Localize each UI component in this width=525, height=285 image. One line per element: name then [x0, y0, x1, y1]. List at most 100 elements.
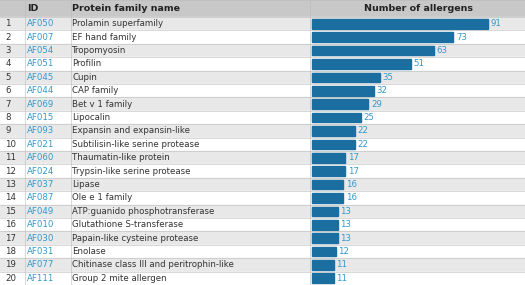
Text: 18: 18 — [5, 247, 16, 256]
Text: Group 2 mite allergen: Group 2 mite allergen — [72, 274, 167, 283]
Bar — [312, 19, 488, 29]
Bar — [0, 231, 525, 245]
Text: AF024: AF024 — [27, 167, 55, 176]
Text: Enolase: Enolase — [72, 247, 106, 256]
Text: AF021: AF021 — [27, 140, 55, 149]
Bar — [312, 99, 369, 109]
Text: 11: 11 — [5, 153, 16, 162]
Text: AF111: AF111 — [27, 274, 55, 283]
Bar — [312, 274, 333, 283]
Text: Papain-like cysteine protease: Papain-like cysteine protease — [72, 234, 199, 243]
Bar — [0, 111, 525, 124]
Text: AF069: AF069 — [27, 100, 55, 109]
Text: Tropomyosin: Tropomyosin — [72, 46, 127, 55]
Text: 17: 17 — [5, 234, 16, 243]
Text: 16: 16 — [5, 220, 16, 229]
Bar — [312, 140, 355, 149]
Text: AF050: AF050 — [27, 19, 55, 28]
Text: AF087: AF087 — [27, 194, 55, 202]
Text: 3: 3 — [5, 46, 10, 55]
Bar — [312, 73, 380, 82]
Text: 15: 15 — [5, 207, 16, 216]
Text: AF051: AF051 — [27, 60, 55, 68]
Text: Glutathione S-transferase: Glutathione S-transferase — [72, 220, 184, 229]
Text: 12: 12 — [5, 167, 16, 176]
Bar — [312, 113, 361, 122]
Text: 16: 16 — [346, 194, 357, 202]
Text: EF hand family: EF hand family — [72, 33, 137, 42]
Bar — [312, 59, 411, 69]
Text: Bet v 1 family: Bet v 1 family — [72, 100, 133, 109]
Text: AF015: AF015 — [27, 113, 55, 122]
Bar — [312, 260, 333, 270]
Text: 7: 7 — [5, 100, 10, 109]
Text: 29: 29 — [371, 100, 382, 109]
Text: 9: 9 — [5, 127, 10, 135]
Text: AF044: AF044 — [27, 86, 55, 95]
Bar — [312, 247, 335, 256]
Text: 19: 19 — [5, 260, 16, 269]
Text: 22: 22 — [358, 127, 369, 135]
Bar — [312, 46, 434, 55]
Text: 6: 6 — [5, 86, 10, 95]
Text: 1: 1 — [5, 19, 10, 28]
Text: 91: 91 — [491, 19, 502, 28]
Text: Thaumatin-like protein: Thaumatin-like protein — [72, 153, 170, 162]
Bar — [312, 233, 338, 243]
Text: 10: 10 — [5, 140, 16, 149]
Text: 13: 13 — [5, 180, 16, 189]
Text: AF010: AF010 — [27, 220, 55, 229]
Text: 13: 13 — [340, 234, 351, 243]
Text: CAP family: CAP family — [72, 86, 119, 95]
Text: 13: 13 — [340, 220, 351, 229]
Text: AF093: AF093 — [27, 127, 55, 135]
Text: 13: 13 — [340, 207, 351, 216]
Bar — [0, 97, 525, 111]
Text: Ole e 1 family: Ole e 1 family — [72, 194, 133, 202]
Bar — [312, 126, 355, 136]
Text: Prolamin superfamily: Prolamin superfamily — [72, 19, 164, 28]
Text: Trypsin-like serine protease: Trypsin-like serine protease — [72, 167, 191, 176]
Text: AF060: AF060 — [27, 153, 55, 162]
Text: 5: 5 — [5, 73, 10, 82]
Bar — [0, 258, 525, 272]
Text: ATP:guanido phosphotransferase: ATP:guanido phosphotransferase — [72, 207, 215, 216]
Text: 14: 14 — [5, 194, 16, 202]
Text: Lipase: Lipase — [72, 180, 100, 189]
Bar — [0, 17, 525, 30]
Bar — [0, 164, 525, 178]
Text: AF077: AF077 — [27, 260, 55, 269]
Text: 35: 35 — [383, 73, 394, 82]
Text: 16: 16 — [346, 180, 357, 189]
Text: Expansin and expansin-like: Expansin and expansin-like — [72, 127, 191, 135]
Text: 17: 17 — [348, 153, 359, 162]
Bar — [312, 220, 338, 229]
Text: ID: ID — [27, 4, 39, 13]
Text: AF031: AF031 — [27, 247, 55, 256]
Bar — [312, 166, 345, 176]
Bar — [312, 32, 454, 42]
Text: 73: 73 — [456, 33, 467, 42]
Bar — [0, 0, 525, 17]
Text: AF049: AF049 — [27, 207, 55, 216]
Bar — [0, 44, 525, 57]
Text: 32: 32 — [377, 86, 388, 95]
Text: Lipocalin: Lipocalin — [72, 113, 111, 122]
Text: Profilin: Profilin — [72, 60, 102, 68]
Bar — [0, 138, 525, 151]
Text: 8: 8 — [5, 113, 10, 122]
Text: Subtilisin-like serine protease: Subtilisin-like serine protease — [72, 140, 200, 149]
Bar — [312, 86, 374, 95]
Bar — [312, 193, 343, 203]
Text: AF007: AF007 — [27, 33, 55, 42]
Text: AF054: AF054 — [27, 46, 55, 55]
Bar — [0, 245, 525, 258]
Text: Cupin: Cupin — [72, 73, 97, 82]
Bar — [0, 124, 525, 138]
Bar — [312, 180, 343, 189]
Text: 25: 25 — [363, 113, 374, 122]
Text: 51: 51 — [414, 60, 425, 68]
Bar — [0, 218, 525, 231]
Text: 12: 12 — [338, 247, 349, 256]
Bar — [0, 178, 525, 191]
